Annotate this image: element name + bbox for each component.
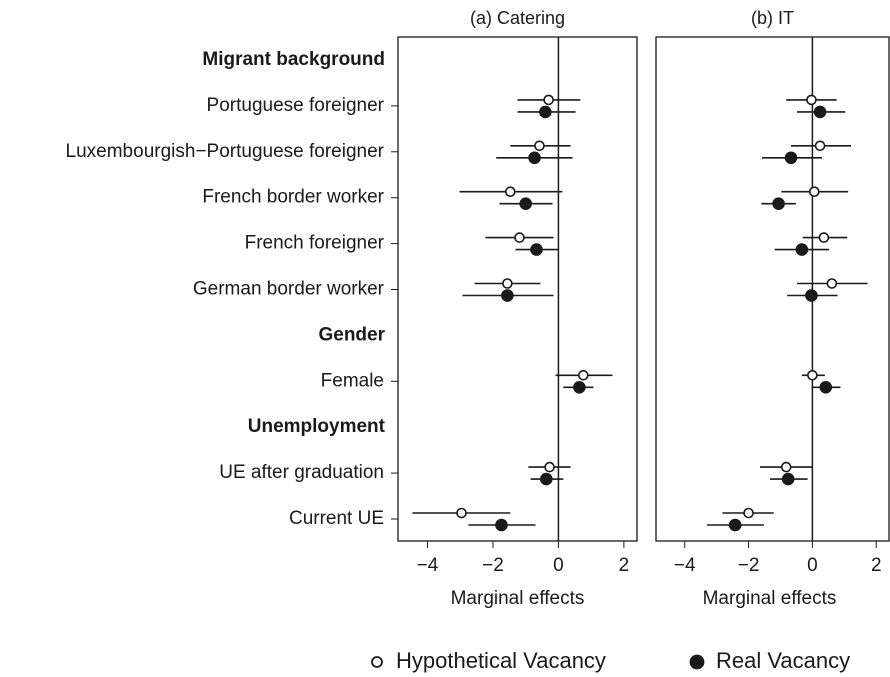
point <box>814 140 826 152</box>
point <box>743 507 754 519</box>
legend-marker <box>371 656 383 668</box>
category-label: French border worker <box>202 187 384 208</box>
point <box>502 278 513 289</box>
point <box>543 94 554 106</box>
category-label: Portuguese foreigner <box>207 95 385 116</box>
point <box>795 243 809 256</box>
point <box>534 140 545 152</box>
point <box>784 151 798 165</box>
legend-label: Real Vacancy <box>716 648 850 673</box>
point <box>504 186 516 197</box>
point <box>495 518 508 532</box>
point <box>826 278 838 289</box>
category-label: Female <box>321 370 384 391</box>
x-tick-label: −4 <box>674 555 696 576</box>
point <box>540 472 553 486</box>
point <box>805 289 818 302</box>
x-tick-label: −2 <box>482 555 504 576</box>
group-header: Gender <box>318 324 385 345</box>
panel-title: (a) Catering <box>470 8 565 28</box>
point <box>728 518 742 532</box>
point <box>781 472 795 486</box>
panel-title: (b) IT <box>751 8 794 28</box>
point <box>809 186 820 197</box>
group-header: Migrant background <box>202 49 385 70</box>
point <box>544 461 555 473</box>
point <box>806 94 817 106</box>
point <box>780 461 792 473</box>
point <box>528 151 541 165</box>
legend-label: Hypothetical Vacancy <box>396 648 606 673</box>
point <box>519 197 532 210</box>
x-tick-label: 0 <box>553 555 564 576</box>
point <box>530 243 543 256</box>
x-tick-label: 2 <box>871 555 882 576</box>
category-label: French foreigner <box>245 233 385 254</box>
group-header: Unemployment <box>248 416 386 437</box>
point <box>813 105 827 119</box>
category-label: Current UE <box>289 508 384 529</box>
point <box>514 232 525 243</box>
point <box>456 507 467 519</box>
point <box>818 232 830 243</box>
category-label: German border worker <box>193 279 385 300</box>
x-axis-label: Marginal effects <box>703 588 837 609</box>
plot-frame <box>655 36 890 542</box>
point <box>539 105 552 119</box>
x-tick-label: 2 <box>619 555 630 576</box>
category-label: Luxembourgish−Portuguese foreigner <box>66 141 385 162</box>
legend-marker <box>689 654 705 670</box>
point <box>573 380 586 394</box>
point <box>578 369 589 381</box>
point <box>819 380 833 394</box>
category-label: UE after graduation <box>219 462 384 483</box>
x-tick-label: 0 <box>807 555 818 576</box>
x-tick-label: −4 <box>417 555 439 576</box>
point <box>807 369 818 381</box>
point <box>772 197 785 210</box>
x-tick-label: −2 <box>738 555 760 576</box>
x-axis-label: Marginal effects <box>451 588 585 609</box>
point <box>501 289 514 302</box>
